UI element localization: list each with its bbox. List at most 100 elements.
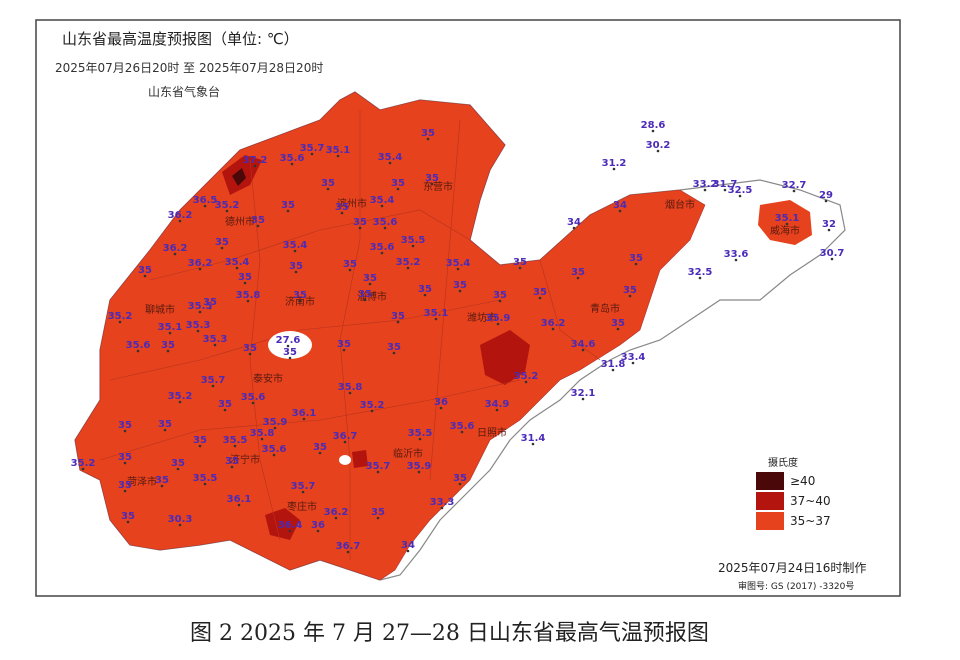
station-dot: [634, 262, 638, 266]
station-dot: [178, 523, 182, 527]
station-value: 35: [118, 420, 132, 431]
station-dot: [496, 322, 500, 326]
station-value: 35: [453, 280, 467, 291]
station-value: 35: [243, 343, 257, 354]
station-dot: [123, 429, 127, 433]
station-dot: [824, 199, 828, 203]
station-value: 35: [363, 273, 377, 284]
city-name: 东营市: [423, 180, 453, 193]
station-value: 30.7: [820, 248, 845, 259]
station-value: 35.2: [168, 391, 193, 402]
station-dot: [246, 299, 250, 303]
station-value: 35.1: [326, 145, 351, 156]
station-value: 35: [513, 257, 527, 268]
station-dot: [656, 149, 660, 153]
station-value: 35: [251, 215, 265, 226]
station-dot: [301, 490, 305, 494]
station-dot: [723, 188, 727, 192]
temp-zone-40: [232, 168, 246, 186]
station-value: 35.5: [408, 428, 433, 439]
station-value: 35: [391, 178, 405, 189]
city-name: 德州市: [225, 215, 255, 228]
approval-number: 审图号: GS (2017) -3320号: [738, 580, 854, 592]
station-dot: [256, 224, 260, 228]
station-value: 35.6: [262, 444, 287, 455]
station-dot: [168, 331, 172, 335]
station-value: 35.7: [201, 375, 226, 386]
station-dot: [458, 289, 462, 293]
station-dot: [336, 154, 340, 158]
station-value: 35.3: [203, 334, 228, 345]
station-dot: [310, 152, 314, 156]
station-value: 35.4: [446, 258, 471, 269]
station-value: 35: [343, 259, 357, 270]
legend-swatch: [756, 492, 784, 510]
station-dot: [163, 428, 167, 432]
station-dot: [581, 348, 585, 352]
station-dot: [272, 453, 276, 457]
station-dot: [392, 351, 396, 355]
station-dot: [213, 343, 217, 347]
station-dot: [426, 137, 430, 141]
station-value: 33.6: [724, 249, 749, 260]
station-value: 35.4: [283, 240, 308, 251]
station-dot: [458, 482, 462, 486]
station-dot: [286, 344, 290, 348]
station-value: 35: [158, 419, 172, 430]
station-value: 35.8: [236, 290, 261, 301]
station-value: 35: [353, 217, 367, 228]
city-name: 菏泽市: [127, 475, 157, 488]
city-name: 泰安市: [253, 372, 283, 385]
station-value: 36.7: [336, 541, 361, 552]
station-dot: [439, 406, 443, 410]
station-dot: [220, 246, 224, 250]
station-dot: [136, 349, 140, 353]
station-dot: [166, 349, 170, 353]
station-value: 35.7: [291, 481, 316, 492]
city-name: 枣庄市: [287, 500, 317, 513]
station-value: 35: [321, 178, 335, 189]
station-value: 34.9: [485, 399, 510, 410]
county-lines: [99, 110, 601, 560]
station-dot: [631, 361, 635, 365]
station-dot: [223, 408, 227, 412]
station-dot: [363, 298, 367, 302]
station-value: 35: [358, 289, 372, 300]
station-dot: [440, 506, 444, 510]
station-value: 35.8: [250, 428, 275, 439]
station-value: 35.6: [126, 340, 151, 351]
station-value: 28.6: [641, 120, 666, 131]
station-value: 31.8: [601, 359, 626, 370]
station-dot: [126, 520, 130, 524]
station-dot: [827, 228, 831, 232]
station-value: 35: [193, 435, 207, 446]
station-value: 35: [225, 456, 239, 467]
city-name: 滨州市: [337, 197, 367, 210]
temp-zone-35-37: [758, 200, 812, 245]
station-dot: [251, 401, 255, 405]
station-dot: [538, 296, 542, 300]
city-name: 日照市: [477, 426, 507, 439]
legend-swatch: [756, 512, 784, 530]
station-value: 31.4: [521, 433, 546, 444]
city-name: 潍坊市: [467, 311, 497, 324]
station-dot: [326, 187, 330, 191]
station-dot: [388, 161, 392, 165]
station-dot: [651, 129, 655, 133]
station-dot: [396, 187, 400, 191]
station-value: 35: [533, 287, 547, 298]
station-dot: [253, 164, 257, 168]
station-dot: [734, 258, 738, 262]
legend-swatch: [756, 472, 784, 490]
station-dot: [572, 226, 576, 230]
station-value: 35: [337, 339, 351, 350]
period: 2025年07月26日20时 至 2025年07月28日20时: [55, 61, 323, 75]
station-value: 35: [238, 272, 252, 283]
station-dot: [298, 299, 302, 303]
station-dot: [383, 226, 387, 230]
station-dot: [123, 461, 127, 465]
station-value: 32.5: [688, 267, 713, 278]
station-dot: [368, 282, 372, 286]
station-dot: [123, 489, 127, 493]
station-value: 35.3: [186, 320, 211, 331]
